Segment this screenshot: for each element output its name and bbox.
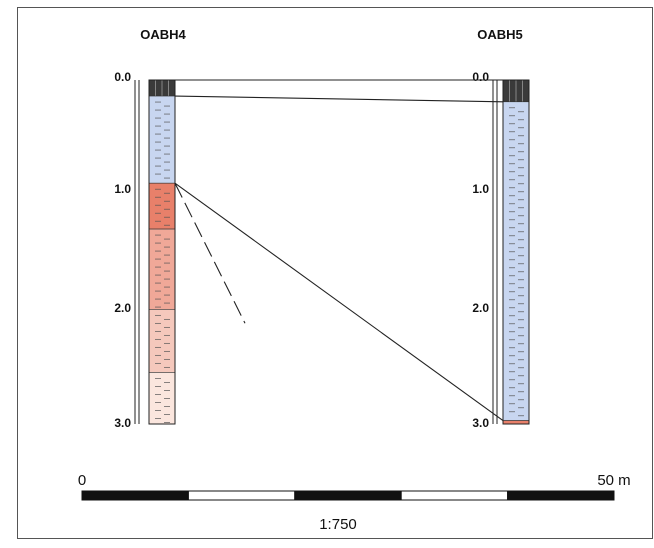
layer-clay-red	[148, 182, 176, 230]
scale-segment	[294, 490, 402, 501]
depth-label: 0.0	[472, 70, 489, 84]
borehole-correlation-diagram: OABH4 OABH5 0.0 1.0 2.0 3.0 0.0 1.0 2.0 …	[78, 27, 631, 533]
correlation-line	[174, 95, 504, 103]
layer-clay-pink	[148, 309, 176, 373]
layer-silt-blue	[502, 101, 530, 421]
scale-segment	[507, 490, 615, 501]
layer-sand-pale	[148, 372, 176, 425]
borehole-outline	[502, 79, 530, 425]
depth-label: 2.0	[114, 301, 131, 315]
borehole-column-oabh4	[148, 79, 176, 425]
depth-label: 2.0	[472, 301, 489, 315]
borehole-title-oabh4: OABH4	[140, 27, 186, 42]
correlation-lines	[174, 95, 504, 422]
depth-label: 0.0	[114, 70, 131, 84]
correlation-line	[174, 182, 504, 422]
scale-bar	[81, 490, 615, 501]
scale-ratio-label: 1:750	[319, 516, 357, 533]
layer-clay-red	[502, 420, 530, 425]
depth-label: 3.0	[114, 416, 131, 430]
correlation-line-dashed	[174, 182, 246, 324]
borehole-outline	[148, 79, 176, 425]
figure-frame: OABH4 OABH5 0.0 1.0 2.0 3.0 0.0 1.0 2.0 …	[17, 7, 653, 539]
depth-label: 3.0	[472, 416, 489, 430]
scale-segment	[187, 490, 296, 501]
depth-label: 1.0	[114, 182, 131, 196]
scale-start-label: 0	[78, 472, 86, 489]
borehole-title-oabh5: OABH5	[477, 27, 523, 42]
scale-segment	[400, 490, 509, 501]
depth-label: 1.0	[472, 182, 489, 196]
layer-silt-blue	[148, 95, 176, 184]
borehole-column-oabh5	[502, 79, 530, 425]
layer-clay-red-light	[148, 228, 176, 310]
scale-end-label: 50 m	[597, 472, 630, 489]
scale-segment	[81, 490, 189, 501]
